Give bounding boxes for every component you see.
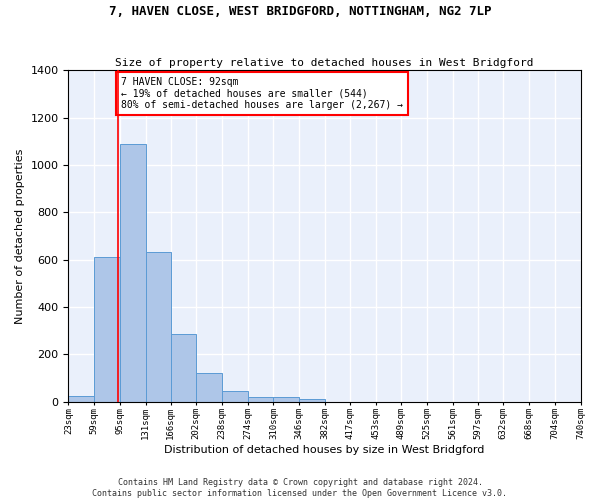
Bar	[94, 257, 120, 402]
Bar	[120, 144, 146, 402]
Bar	[274, 397, 299, 402]
X-axis label: Distribution of detached houses by size in West Bridgford: Distribution of detached houses by size …	[164, 445, 485, 455]
Title: Size of property relative to detached houses in West Bridgford: Size of property relative to detached ho…	[115, 58, 534, 68]
Bar	[196, 373, 222, 402]
Bar	[170, 334, 196, 402]
Bar	[146, 252, 170, 402]
Bar	[68, 396, 94, 402]
Bar	[299, 400, 325, 402]
Bar	[222, 391, 248, 402]
Text: 7, HAVEN CLOSE, WEST BRIDGFORD, NOTTINGHAM, NG2 7LP: 7, HAVEN CLOSE, WEST BRIDGFORD, NOTTINGH…	[109, 5, 491, 18]
Text: Contains HM Land Registry data © Crown copyright and database right 2024.
Contai: Contains HM Land Registry data © Crown c…	[92, 478, 508, 498]
Y-axis label: Number of detached properties: Number of detached properties	[15, 148, 25, 324]
Text: 7 HAVEN CLOSE: 92sqm
← 19% of detached houses are smaller (544)
80% of semi-deta: 7 HAVEN CLOSE: 92sqm ← 19% of detached h…	[121, 78, 403, 110]
Bar	[248, 397, 274, 402]
